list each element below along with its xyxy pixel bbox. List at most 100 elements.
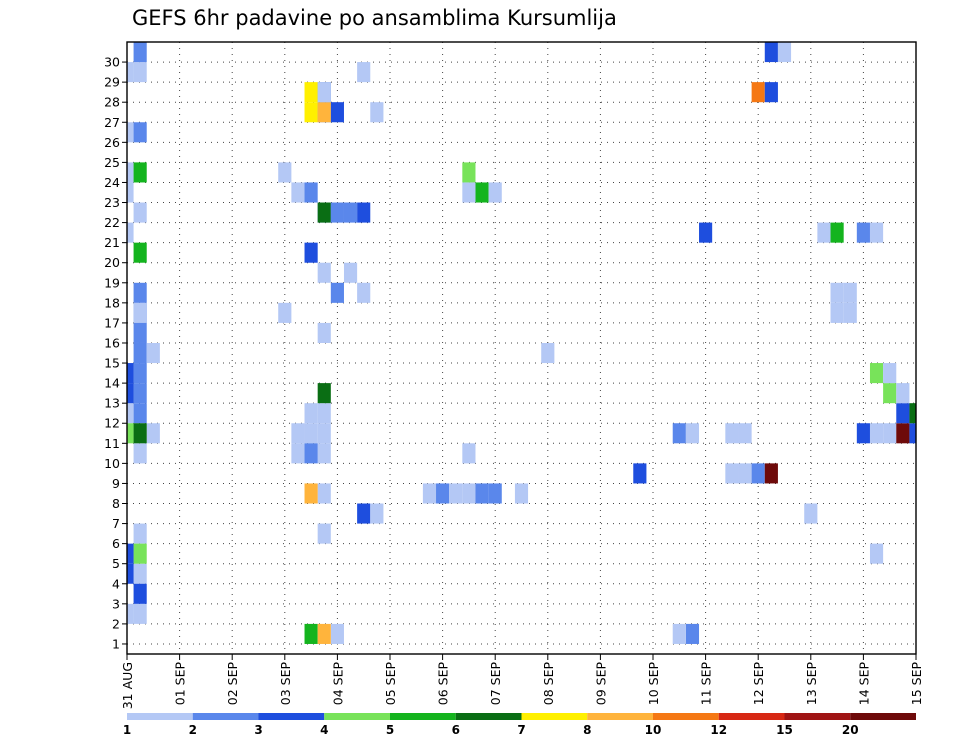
y-axis-ticks: 1234567891011121314151617181920212223242… bbox=[104, 55, 127, 651]
y-tick-label: 19 bbox=[104, 275, 120, 290]
colorbar-swatch bbox=[718, 713, 785, 720]
precip-cell bbox=[317, 322, 331, 343]
x-tick-label: 12 SEP bbox=[751, 662, 766, 706]
precip-cell bbox=[685, 623, 700, 644]
precip-cell bbox=[278, 302, 292, 323]
y-tick-label: 30 bbox=[104, 55, 120, 70]
colorbar-swatch bbox=[127, 713, 193, 720]
precip-cell bbox=[304, 82, 318, 103]
y-tick-label: 18 bbox=[104, 295, 120, 310]
precip-cell bbox=[725, 463, 739, 484]
colorbar-swatch bbox=[192, 713, 259, 720]
precip-cell bbox=[896, 403, 910, 424]
precip-cell bbox=[317, 423, 331, 444]
precip-cell bbox=[127, 383, 134, 404]
y-tick-label: 25 bbox=[104, 155, 120, 170]
precip-cell bbox=[830, 282, 844, 303]
precip-cell bbox=[133, 62, 147, 83]
precip-cell bbox=[133, 563, 147, 584]
y-tick-label: 9 bbox=[112, 476, 120, 491]
y-tick-label: 10 bbox=[104, 456, 120, 471]
y-tick-label: 16 bbox=[104, 335, 120, 350]
precip-cell bbox=[133, 603, 147, 624]
colorbar-swatch bbox=[521, 713, 588, 720]
precip-cell bbox=[777, 42, 792, 63]
precip-cell bbox=[738, 463, 752, 484]
precip-cell bbox=[896, 423, 910, 444]
x-tick-label: 09 SEP bbox=[593, 662, 608, 706]
precip-cell bbox=[133, 583, 147, 604]
y-tick-label: 13 bbox=[104, 396, 120, 411]
precip-cell bbox=[462, 162, 476, 183]
precip-cell bbox=[330, 202, 344, 223]
precip-cell bbox=[317, 523, 331, 544]
precip-cell bbox=[357, 62, 371, 83]
colorbar-label: 4 bbox=[320, 723, 328, 737]
precip-cell bbox=[896, 383, 910, 404]
precip-cell bbox=[422, 483, 437, 504]
precip-cell bbox=[317, 202, 331, 223]
precip-cell bbox=[672, 623, 686, 644]
precip-cell bbox=[127, 403, 134, 424]
y-tick-label: 17 bbox=[104, 315, 120, 330]
x-tick-label: 07 SEP bbox=[488, 662, 503, 706]
precip-cell bbox=[304, 182, 318, 203]
precip-cell bbox=[817, 222, 831, 243]
precip-cell bbox=[133, 162, 147, 183]
precip-cell bbox=[127, 363, 134, 384]
precip-cell bbox=[133, 342, 147, 364]
x-tick-label: 10 SEP bbox=[646, 662, 661, 706]
precip-cell bbox=[317, 383, 331, 404]
precip-cell bbox=[127, 543, 134, 564]
x-tick-label: 05 SEP bbox=[383, 662, 398, 706]
precip-cell bbox=[830, 302, 844, 323]
precip-cell bbox=[133, 42, 147, 63]
precip-cell bbox=[133, 202, 147, 223]
precip-cell bbox=[127, 423, 134, 444]
colorbar-swatch bbox=[390, 713, 456, 720]
precip-cell bbox=[127, 222, 134, 243]
precip-cell bbox=[843, 282, 857, 303]
colorbar-swatch bbox=[587, 713, 653, 720]
precip-cell bbox=[317, 443, 331, 464]
precip-cell bbox=[304, 102, 318, 123]
precip-cell bbox=[475, 483, 489, 504]
precip-cell bbox=[330, 102, 344, 123]
y-tick-label: 14 bbox=[104, 376, 120, 391]
precip-cell bbox=[317, 483, 331, 504]
precip-cell bbox=[317, 623, 331, 644]
y-tick-label: 3 bbox=[112, 596, 120, 611]
precip-cell bbox=[133, 423, 147, 444]
y-tick-label: 20 bbox=[104, 255, 120, 270]
precip-cell bbox=[133, 322, 147, 343]
y-tick-label: 23 bbox=[104, 195, 120, 210]
y-tick-label: 15 bbox=[104, 356, 120, 371]
x-tick-label: 11 SEP bbox=[699, 662, 714, 706]
y-tick-label: 11 bbox=[104, 436, 120, 451]
y-tick-label: 5 bbox=[112, 556, 120, 571]
precip-cell bbox=[343, 202, 358, 223]
precip-cell bbox=[304, 242, 318, 263]
precip-cell bbox=[133, 302, 147, 323]
x-tick-label: 15 SEP bbox=[909, 662, 924, 706]
colorbar-label: 8 bbox=[583, 723, 591, 737]
precip-cell bbox=[146, 342, 160, 364]
precip-cell bbox=[488, 483, 502, 504]
precip-cell bbox=[127, 563, 134, 584]
colorbar-label: 15 bbox=[776, 723, 793, 737]
plot-frame bbox=[126, 41, 917, 655]
precip-cell bbox=[278, 162, 292, 183]
x-tick-label: 14 SEP bbox=[856, 662, 871, 706]
precip-cell bbox=[541, 342, 555, 364]
precip-cell bbox=[304, 403, 318, 424]
precip-cell bbox=[304, 483, 318, 504]
grid-lines bbox=[127, 42, 916, 654]
precip-cell bbox=[449, 483, 463, 504]
colorbar-label: 6 bbox=[452, 723, 460, 737]
precip-cell bbox=[343, 262, 358, 283]
precip-cell bbox=[488, 182, 502, 203]
precip-cell bbox=[330, 282, 344, 303]
precip-cell bbox=[883, 423, 897, 444]
precip-cell bbox=[133, 383, 147, 404]
precip-cell bbox=[291, 423, 305, 444]
